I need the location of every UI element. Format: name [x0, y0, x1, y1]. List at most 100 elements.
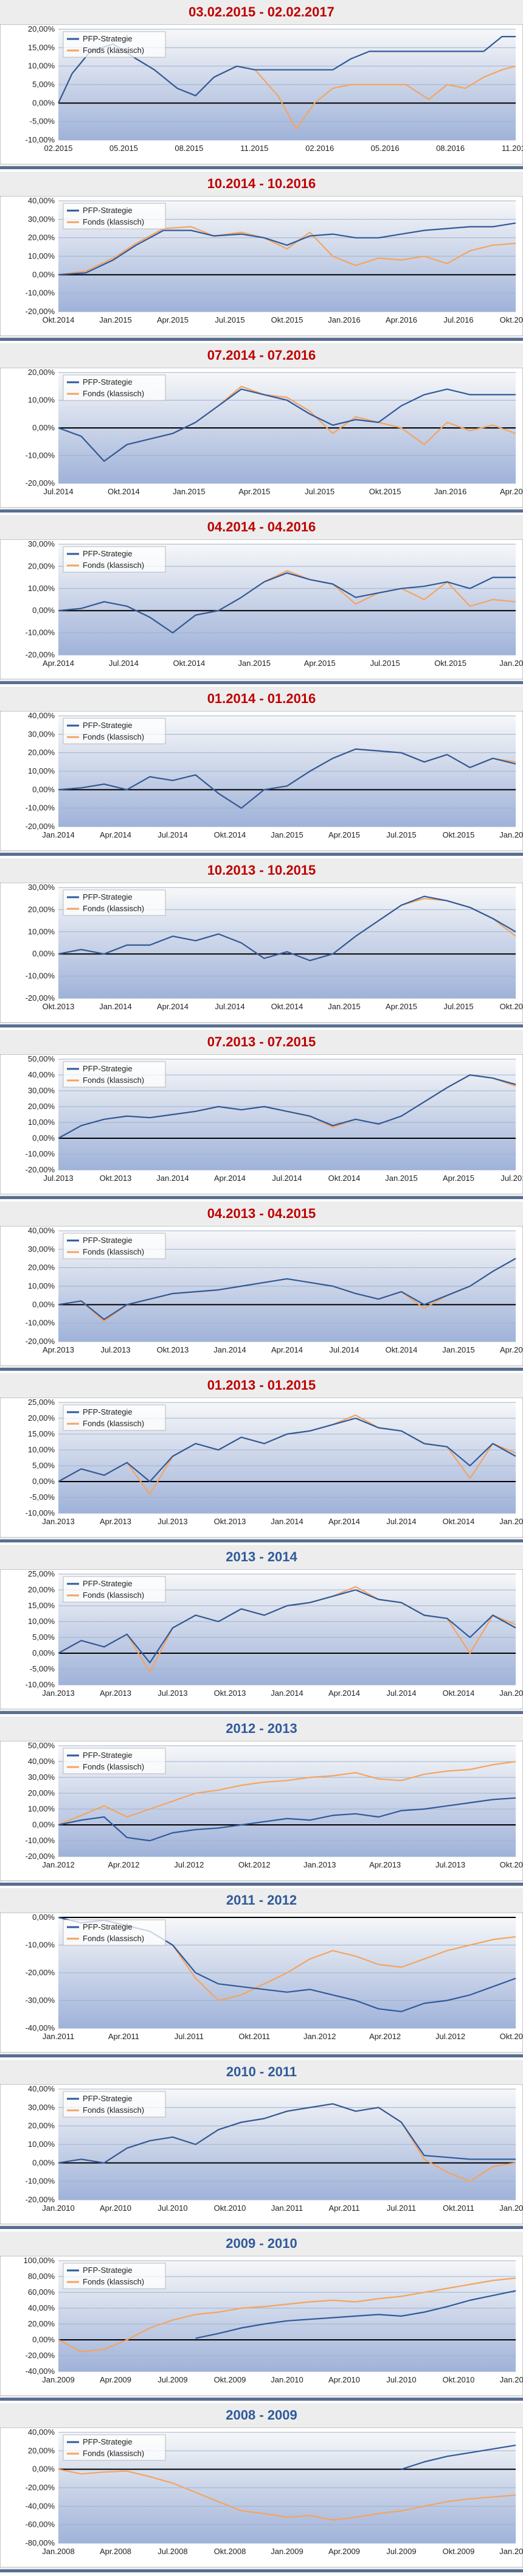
y-tick-label: 30,00%: [28, 539, 55, 548]
y-tick-label: 0,00%: [32, 270, 55, 279]
x-tick-label: Okt.2011: [238, 2032, 270, 2041]
x-tick-label: Apr.2014: [100, 830, 131, 839]
legend: PFP-Strategie Fonds (klassisch): [63, 546, 166, 573]
y-tick-label: -80,00%: [26, 2538, 55, 2547]
x-tick-label: Jul.2014: [158, 830, 187, 839]
x-tick-label: Jul.2014: [386, 1689, 416, 1698]
chart-title: 10.2014 - 10.2016: [207, 176, 316, 191]
series-line-fund: [58, 1760, 516, 1826]
x-tick-label: Jul.2012: [174, 1860, 204, 1869]
x-tick-label: Jan.2011: [500, 2375, 523, 2384]
series-line-strategy: [58, 572, 516, 634]
y-tick-label: 20,00%: [28, 1102, 55, 1111]
chart-title: 07.2014 - 07.2016: [207, 348, 316, 363]
x-tick-label: Apr.2015: [157, 315, 189, 324]
y-tick-label: 15,00%: [28, 43, 55, 52]
line-chart: -20,00% -10,00% 0,00% 10,00% 20,00% Jul.2014 O…: [0, 368, 523, 508]
series-line-strategy: [195, 2290, 516, 2339]
y-tick-label: 0,00%: [32, 1300, 55, 1309]
x-tick-label: Jul.2011: [387, 2203, 416, 2213]
y-tick-label: -10,00%: [26, 451, 55, 460]
y-tick-label: 15,00%: [28, 1429, 55, 1438]
y-tick-label: -40,00%: [26, 2501, 55, 2510]
y-tick-label: -20,00%: [26, 822, 55, 831]
x-tick-label: Okt.2015: [500, 1002, 523, 1011]
x-tick-label: Okt.2013: [100, 1174, 132, 1183]
y-tick-label: -20,00%: [26, 2351, 55, 2360]
legend-box: [63, 1404, 166, 1431]
x-tick-label: Okt.2011: [443, 2203, 474, 2213]
x-tick-label: Jan.2015: [173, 487, 206, 496]
x-tick-label: Jan.2015: [271, 830, 303, 839]
x-tick-label: Apr.2012: [369, 2032, 401, 2041]
x-tick-label: Jan.2016: [499, 830, 523, 839]
legend-label: Fonds (klassisch): [83, 2105, 144, 2115]
legend-label: PFP-Strategie: [83, 2437, 133, 2446]
x-tick-label: Jul.2012: [435, 2032, 465, 2041]
x-tick-label: Jul.2015: [370, 659, 400, 668]
y-tick-label: 30,00%: [28, 2102, 55, 2112]
legend-box: [63, 546, 166, 573]
x-tick-label: Apr.2014: [43, 659, 74, 668]
chart-panel: 2012 - 2013 -20,00% -10,00% 0,00% 10,00% 20,0…: [0, 1717, 523, 1886]
legend-box: [63, 1748, 166, 1774]
y-tick-label: -20,00%: [26, 1968, 55, 1977]
x-tick-label: Jul.2015: [386, 830, 416, 839]
y-tick-label: 60,00%: [28, 2287, 55, 2297]
legend-label: PFP-Strategie: [83, 206, 133, 215]
x-tick-label: Apr.2015: [238, 487, 270, 496]
legend-label: PFP-Strategie: [83, 1407, 133, 1416]
y-tick-label: 20,00%: [28, 1413, 55, 1423]
x-tick-label: Apr.2014: [157, 1002, 189, 1011]
y-tick-label: 0,00%: [32, 1648, 55, 1657]
chart-panel: 01.2014 - 01.2016 -20,00% -10,00% 0,00% 10,0…: [0, 687, 523, 856]
y-tick-label: 50,00%: [28, 1054, 55, 1063]
y-tick-label: 0,00%: [32, 1913, 55, 1922]
chart-panel: 2008 - 2009 -80,00% -60,00% -40,00% -20,00% 0…: [0, 2403, 523, 2572]
y-tick-label: 30,00%: [28, 883, 55, 892]
line-chart: -20,00% -10,00% 0,00% 10,00% 20,00% 30,00% 40,…: [0, 196, 523, 336]
legend-label: PFP-Strategie: [83, 721, 133, 730]
y-tick-label: 0,00%: [32, 1820, 55, 1829]
y-tick-label: -5,00%: [30, 1664, 55, 1673]
x-tick-label: Apr.2012: [108, 1860, 139, 1869]
x-tick-label: Okt.2016: [500, 315, 523, 324]
y-tick-label: -30,00%: [26, 1996, 55, 2005]
legend: PFP-Strategie Fonds (klassisch): [63, 1233, 166, 1259]
chart-title: 2008 - 2009: [226, 2407, 297, 2423]
y-tick-label: -10,00%: [26, 135, 55, 144]
x-tick-label: Jan.2012: [42, 1860, 75, 1869]
legend-label: Fonds (klassisch): [83, 561, 144, 570]
y-tick-label: -20,00%: [26, 993, 55, 1003]
series-line-strategy: [401, 2445, 516, 2470]
y-tick-label: -20,00%: [26, 2195, 55, 2204]
chart-title: 10.2013 - 10.2015: [207, 863, 316, 878]
chart-panel: 2010 - 2011 -20,00% -10,00% 0,00% 10,00% 20,0…: [0, 2060, 523, 2229]
chart-panel: 07.2013 - 07.2015 -20,00% -10,00% 0,00% 10,0…: [0, 1030, 523, 1199]
x-tick-label: Okt.2013: [214, 1689, 246, 1698]
x-tick-label: Apr.2013: [369, 1860, 401, 1869]
x-tick-label: Jan.2009: [271, 2547, 303, 2556]
x-tick-label: Okt.2014: [214, 830, 246, 839]
legend-label: PFP-Strategie: [83, 2266, 133, 2275]
chart-title: 2010 - 2011: [226, 2064, 297, 2079]
y-tick-label: 0,00%: [32, 2465, 55, 2474]
chart-panel: 04.2013 - 04.2015 -20,00% -10,00% 0,00% 10,0…: [0, 1202, 523, 1371]
y-tick-label: 15,00%: [28, 1601, 55, 1610]
x-tick-label: 05.2016: [371, 144, 400, 153]
y-tick-label: 10,00%: [28, 2140, 55, 2149]
x-tick-label: Jan.2015: [499, 1517, 523, 1526]
y-tick-label: 5,00%: [32, 1633, 55, 1642]
series-line-strategy: [58, 1417, 516, 1483]
y-tick-label: 0,00%: [32, 2335, 55, 2344]
x-tick-label: Jul.2014: [109, 659, 139, 668]
line-chart: -20,00% -10,00% 0,00% 10,00% 20,00% 30,00% 40,…: [0, 1226, 523, 1366]
x-tick-label: Jul.2013: [158, 1689, 187, 1698]
y-tick-label: 10,00%: [28, 1617, 55, 1626]
x-tick-label: Okt.2014: [108, 487, 140, 496]
x-tick-label: Apr.2010: [328, 2375, 360, 2384]
legend-label: Fonds (klassisch): [83, 1934, 144, 1943]
x-tick-label: Okt.2014: [443, 1689, 475, 1698]
series-line-strategy: [58, 36, 516, 103]
x-tick-label: Okt.2014: [443, 1517, 475, 1526]
